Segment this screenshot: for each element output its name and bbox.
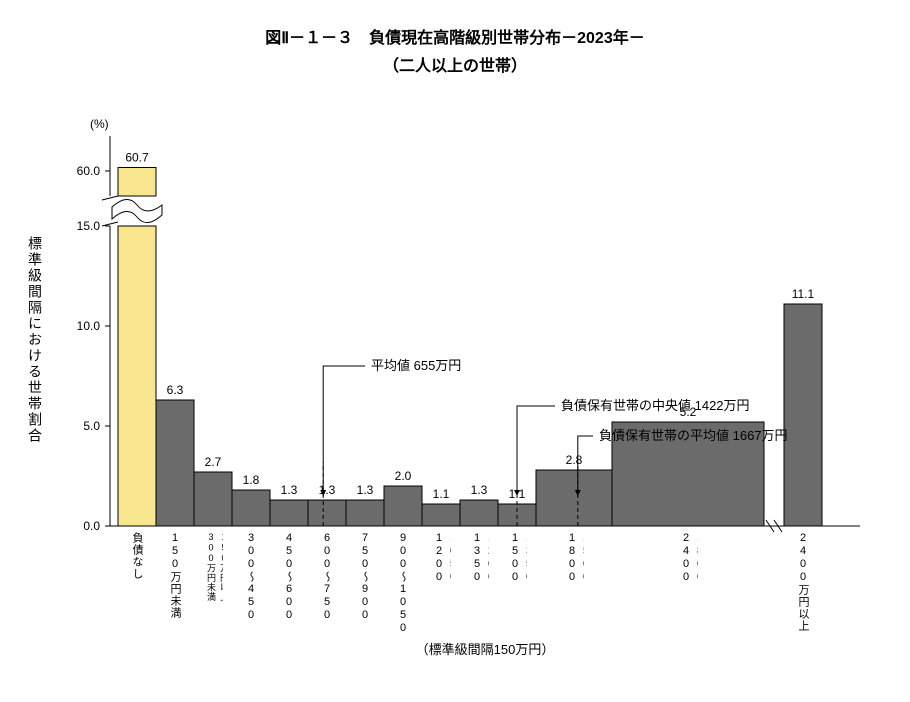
- bar-value-label: 1.3: [319, 483, 336, 497]
- x-category-label: 1350～1500: [509, 532, 527, 642]
- x-category-label: 負債なし: [129, 532, 147, 642]
- chart-svg: 0.0 5.0 10.0 15.0 60.0 (%) 標準級間隔における世帯割合 60.7 負債…: [20, 86, 890, 666]
- x-category-label: 750～900: [357, 532, 375, 642]
- chart-title-line2: （二人以上の世帯）: [20, 52, 890, 76]
- annotation-label: 平均値 655万円: [371, 358, 461, 373]
- annotation-label: 負債保有世帯の中央値 1422万円: [561, 398, 750, 413]
- bar-value-label: 1.8: [243, 473, 260, 487]
- bar-value-label: 1.1: [433, 487, 450, 501]
- bar: [346, 500, 384, 526]
- bar-value-label: 6.3: [167, 383, 184, 397]
- y-tick-label: 5.0: [83, 419, 100, 433]
- x-category-label: 1800～2400: [680, 532, 698, 642]
- chart-title-block: 図Ⅱ－１－３ 負債現在高階級別世帯分布－2023年－ （二人以上の世帯）: [20, 24, 890, 76]
- bar: [270, 500, 308, 526]
- bar: [536, 470, 612, 526]
- x-category-label: 2400万円以上: [795, 532, 813, 642]
- bar-value-label: 2.8: [566, 453, 583, 467]
- bar: [460, 500, 498, 526]
- y-tick-label: 60.0: [77, 164, 101, 178]
- x-axis-caption: （標準級間隔150万円）: [416, 642, 555, 657]
- x-category-label: 150万円未満: [167, 532, 185, 642]
- y-tick-label: 10.0: [77, 319, 101, 333]
- x-category-label: 150万円以上～300万円未満: [205, 532, 223, 642]
- y-unit-label: (%): [90, 117, 109, 131]
- bar-value-label: 11.1: [792, 287, 815, 301]
- bar-value-label: 1.3: [281, 483, 298, 497]
- x-category-label: 450～600: [281, 532, 299, 642]
- x-category-label: 1200～1350: [471, 532, 489, 642]
- x-category-label: 900～1050: [395, 532, 413, 642]
- bar-value-label: 1.3: [471, 483, 488, 497]
- bar: [232, 490, 270, 526]
- bar-value-label: 2.7: [205, 455, 222, 469]
- bar: [118, 226, 156, 526]
- annotation-label: 負債保有世帯の平均値 1667万円: [599, 428, 788, 443]
- bar-value-label: 1.3: [357, 483, 374, 497]
- chart-title-line1: 図Ⅱ－１－３ 負債現在高階級別世帯分布－2023年－: [20, 24, 890, 48]
- y-axis-label: 標準級間隔における世帯割合: [25, 236, 49, 526]
- y-tick-label: 0.0: [83, 519, 100, 533]
- bar: [156, 400, 194, 526]
- bar: [194, 472, 232, 526]
- x-category-label: 600～750: [319, 532, 337, 642]
- bar-value-label: 2.0: [395, 469, 412, 483]
- bar-break-wave: [112, 199, 162, 222]
- x-category-label: 1500～1800: [566, 532, 584, 642]
- bar-value-label: 60.7: [125, 151, 149, 165]
- chart-container: 0.0 5.0 10.0 15.0 60.0 (%) 標準級間隔における世帯割合 60.7 負債…: [20, 86, 890, 646]
- bar: [308, 500, 346, 526]
- y-tick-label: 15.0: [77, 219, 101, 233]
- bar-upper: [118, 168, 156, 197]
- x-category-label: 300～450: [243, 532, 261, 642]
- bar: [384, 486, 422, 526]
- bar: [784, 304, 822, 526]
- bar: [422, 504, 460, 526]
- x-category-label: 1050～1200: [433, 532, 451, 642]
- annotation-arrow: [323, 366, 365, 496]
